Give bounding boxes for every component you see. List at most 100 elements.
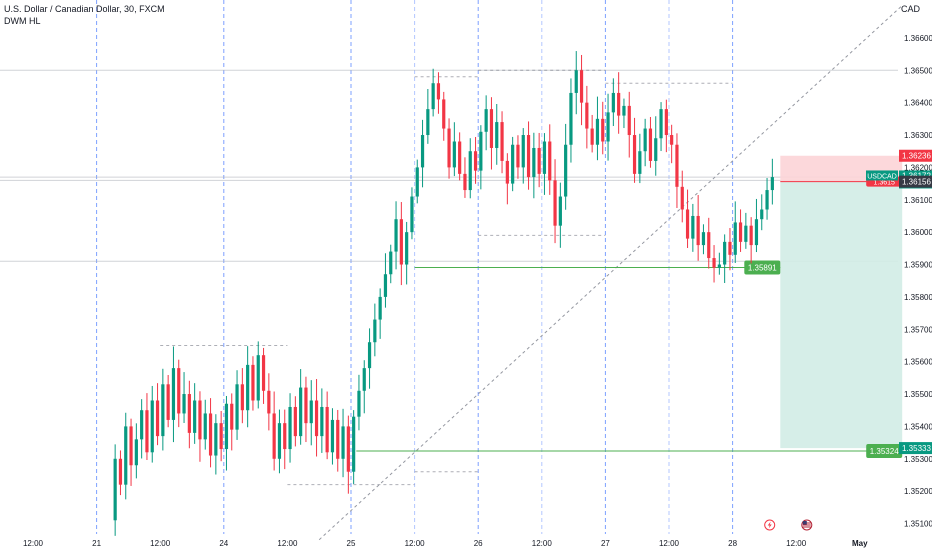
- candle-body: [261, 355, 266, 391]
- candle-body: [182, 394, 186, 414]
- y-tick-label: 1.36500: [904, 66, 932, 75]
- candle-body: [495, 122, 499, 148]
- candle-body: [685, 209, 690, 239]
- candle-body: [648, 128, 653, 161]
- candle-body: [442, 99, 446, 129]
- candles: [113, 51, 774, 536]
- x-tick-label: 12:00: [23, 539, 44, 548]
- candle-body: [161, 384, 165, 437]
- y-tick-label: 1.35400: [904, 422, 932, 431]
- candle-body: [378, 296, 382, 320]
- chart-title: U.S. Dollar / Canadian Dollar, 30, FXCM: [4, 4, 165, 14]
- candle-body: [532, 147, 536, 178]
- price-label: [899, 442, 932, 455]
- candle-body: [696, 215, 700, 246]
- candle-body: [754, 219, 759, 246]
- indicator-label: DWM HL: [4, 16, 41, 26]
- candle-body: [410, 196, 414, 233]
- candle-body: [171, 368, 176, 420]
- candle-body: [590, 128, 594, 145]
- candle-body: [654, 138, 658, 161]
- candle-body: [548, 141, 552, 181]
- candle-body: [484, 109, 488, 132]
- y-axis: 1.35100 1.35200 1.35300 1.35400 1.35500 1.356…: [904, 34, 932, 529]
- candle-body: [632, 135, 637, 174]
- price-label: [899, 175, 932, 188]
- candle-body: [712, 258, 716, 268]
- candle-body: [293, 406, 297, 437]
- candle-body: [659, 109, 663, 139]
- candle-body: [155, 400, 160, 437]
- candle-body: [526, 135, 531, 178]
- y-tick-label: 1.35500: [904, 390, 932, 399]
- candle-body: [601, 118, 605, 142]
- candle-body: [664, 109, 668, 136]
- candle-body: [516, 144, 520, 168]
- candle-body: [214, 423, 218, 456]
- candle-body: [537, 147, 541, 174]
- x-tick-label: 25: [347, 539, 356, 548]
- candle-body: [680, 186, 684, 210]
- y-tick-label: 1.35600: [904, 358, 932, 367]
- symbol-tag-text: USDCAD: [867, 173, 897, 180]
- support-label-text: 1.35324: [870, 447, 899, 456]
- price-label-text: 1.36156: [902, 178, 931, 187]
- candle-body: [113, 458, 117, 521]
- x-tick-label: 12:00: [405, 539, 426, 548]
- candle-body: [733, 222, 737, 255]
- price-label-text: 1.35333: [902, 444, 931, 453]
- candle-body: [277, 423, 282, 459]
- candle-body: [267, 390, 271, 414]
- candle-body: [150, 400, 154, 453]
- x-tick-label: 12:00: [150, 539, 171, 548]
- candle-body: [707, 232, 711, 259]
- symbol-tag: [866, 170, 898, 181]
- candle-body: [564, 144, 568, 197]
- support-label-text: 1.35891: [748, 263, 777, 272]
- candle-body: [346, 426, 350, 472]
- candle-body: [770, 177, 774, 191]
- candle-body: [691, 215, 695, 239]
- y-tick-label: 1.36400: [904, 99, 932, 108]
- x-tick-label: 26: [474, 539, 483, 548]
- y-tick-label: 1.36200: [904, 163, 932, 172]
- candle-body: [251, 364, 255, 401]
- candle-body: [193, 400, 197, 433]
- candle-body: [336, 419, 340, 459]
- candle-body: [314, 400, 319, 437]
- x-tick-label: 28: [728, 539, 737, 548]
- candle-body: [585, 102, 589, 129]
- candle-body: [208, 413, 213, 456]
- y-tick-label: 1.36000: [904, 228, 932, 237]
- candle-body: [643, 128, 647, 152]
- candle-body: [617, 92, 621, 116]
- x-tick-label: 27: [601, 539, 610, 548]
- x-tick-label: 12:00: [277, 539, 298, 548]
- candle-body: [246, 364, 250, 411]
- candle-body: [723, 241, 727, 265]
- candle-body: [362, 368, 366, 391]
- candle-body: [187, 394, 191, 433]
- flag-canton: [802, 521, 807, 525]
- candle-body: [224, 403, 229, 450]
- y-tick-label: 1.35700: [904, 325, 932, 334]
- candle-body: [431, 83, 435, 110]
- candle-body: [675, 144, 679, 187]
- candle-body: [235, 384, 239, 430]
- candle-body: [760, 209, 764, 220]
- currency-label: CAD: [900, 4, 920, 14]
- y-tick-label: 1.35900: [904, 261, 932, 270]
- candle-body: [283, 423, 287, 450]
- candle-body: [553, 180, 557, 226]
- candle-body: [341, 426, 345, 459]
- flash-icon-glyph: [767, 521, 772, 529]
- candle-body: [405, 232, 409, 265]
- x-tick-label: 12:00: [532, 539, 553, 548]
- y-tick-label: 1.35800: [904, 293, 932, 302]
- candle-body: [447, 128, 451, 168]
- candle-body: [638, 151, 642, 174]
- candle-body: [357, 390, 361, 417]
- x-tick-label: 12:00: [659, 539, 680, 548]
- candle-body: [367, 342, 372, 369]
